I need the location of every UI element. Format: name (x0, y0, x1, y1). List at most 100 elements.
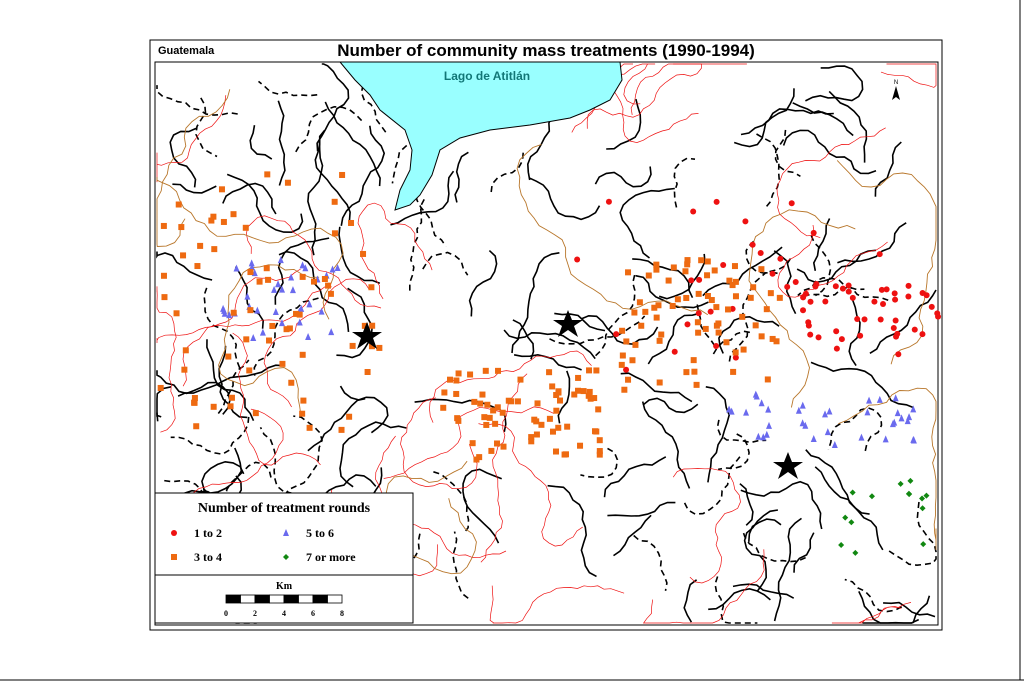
map-line (633, 534, 668, 591)
map-line (773, 517, 802, 622)
map-line (381, 533, 421, 589)
marker (690, 208, 697, 215)
marker (696, 276, 703, 283)
map-line (547, 484, 597, 578)
marker (538, 421, 545, 428)
marker (864, 408, 871, 416)
legend-label: 3 to 4 (194, 550, 222, 564)
marker (898, 414, 905, 422)
marker (549, 383, 556, 390)
map-line (384, 91, 414, 184)
map-line (156, 251, 213, 281)
marker (571, 391, 578, 398)
marker (725, 306, 732, 313)
marker (715, 329, 722, 336)
marker (453, 390, 460, 397)
marker (732, 354, 739, 361)
marker (743, 408, 750, 416)
marker (269, 322, 276, 329)
marker (178, 224, 185, 231)
marker (613, 331, 620, 338)
map-line (810, 361, 915, 409)
map-line (156, 89, 231, 247)
marker (553, 407, 560, 414)
marker (845, 288, 852, 295)
marker (861, 316, 868, 323)
map-line (740, 480, 823, 530)
marker (331, 230, 338, 237)
marker (838, 336, 845, 343)
marker (653, 266, 660, 273)
marker (919, 495, 926, 502)
marker (707, 308, 714, 315)
scale-segment (327, 594, 343, 604)
map-line (828, 90, 868, 163)
marker (750, 284, 757, 291)
marker (605, 198, 612, 205)
marker (180, 252, 187, 259)
marker (623, 338, 630, 345)
marker (799, 401, 806, 409)
marker (711, 267, 718, 274)
map-line (277, 100, 286, 186)
map-line (338, 226, 381, 284)
marker (877, 316, 884, 323)
marker (764, 376, 771, 383)
marker (194, 263, 201, 270)
marker (636, 299, 643, 306)
map-line (717, 433, 750, 471)
marker (208, 217, 215, 224)
marker (720, 261, 727, 268)
marker (246, 367, 253, 374)
marker (160, 272, 167, 279)
marker (574, 256, 581, 263)
marker (713, 343, 720, 350)
map-line (253, 297, 319, 376)
legend-title: Number of treatment rounds (198, 501, 371, 516)
scale-bar: 0 2 4 6 8 (224, 594, 344, 618)
marker (923, 492, 930, 499)
marker (704, 258, 711, 265)
marker (740, 346, 747, 353)
marker (822, 410, 829, 418)
map-line (357, 202, 433, 300)
marker (752, 322, 759, 329)
marker (339, 171, 346, 178)
marker (758, 399, 765, 407)
scale-segment (298, 594, 314, 604)
map-line (324, 101, 381, 187)
map-line (610, 63, 699, 143)
map-line (619, 187, 675, 259)
map-line (814, 466, 884, 551)
map-line (812, 218, 831, 271)
marker (904, 417, 911, 425)
marker (645, 272, 652, 279)
marker (500, 443, 507, 450)
marker (471, 398, 478, 405)
marker (369, 322, 376, 329)
marker (704, 272, 711, 279)
marker (907, 477, 914, 484)
marker (906, 491, 913, 498)
map-line (307, 397, 366, 452)
marker (490, 407, 497, 414)
marker (826, 407, 833, 415)
marker (802, 421, 809, 429)
marker (923, 292, 930, 299)
map-line (844, 578, 903, 613)
marker (723, 339, 730, 346)
marker (704, 292, 711, 299)
map-line (156, 85, 238, 116)
map-line (782, 129, 877, 175)
star-marker (352, 322, 382, 349)
map-line (613, 514, 652, 557)
map-line (390, 170, 455, 226)
map-line (170, 416, 250, 456)
marker (868, 493, 875, 500)
marker (824, 428, 831, 436)
marker (683, 369, 690, 376)
map-line (883, 601, 936, 618)
map-line (468, 250, 498, 317)
marker (760, 433, 767, 441)
north-label: N (894, 80, 898, 86)
